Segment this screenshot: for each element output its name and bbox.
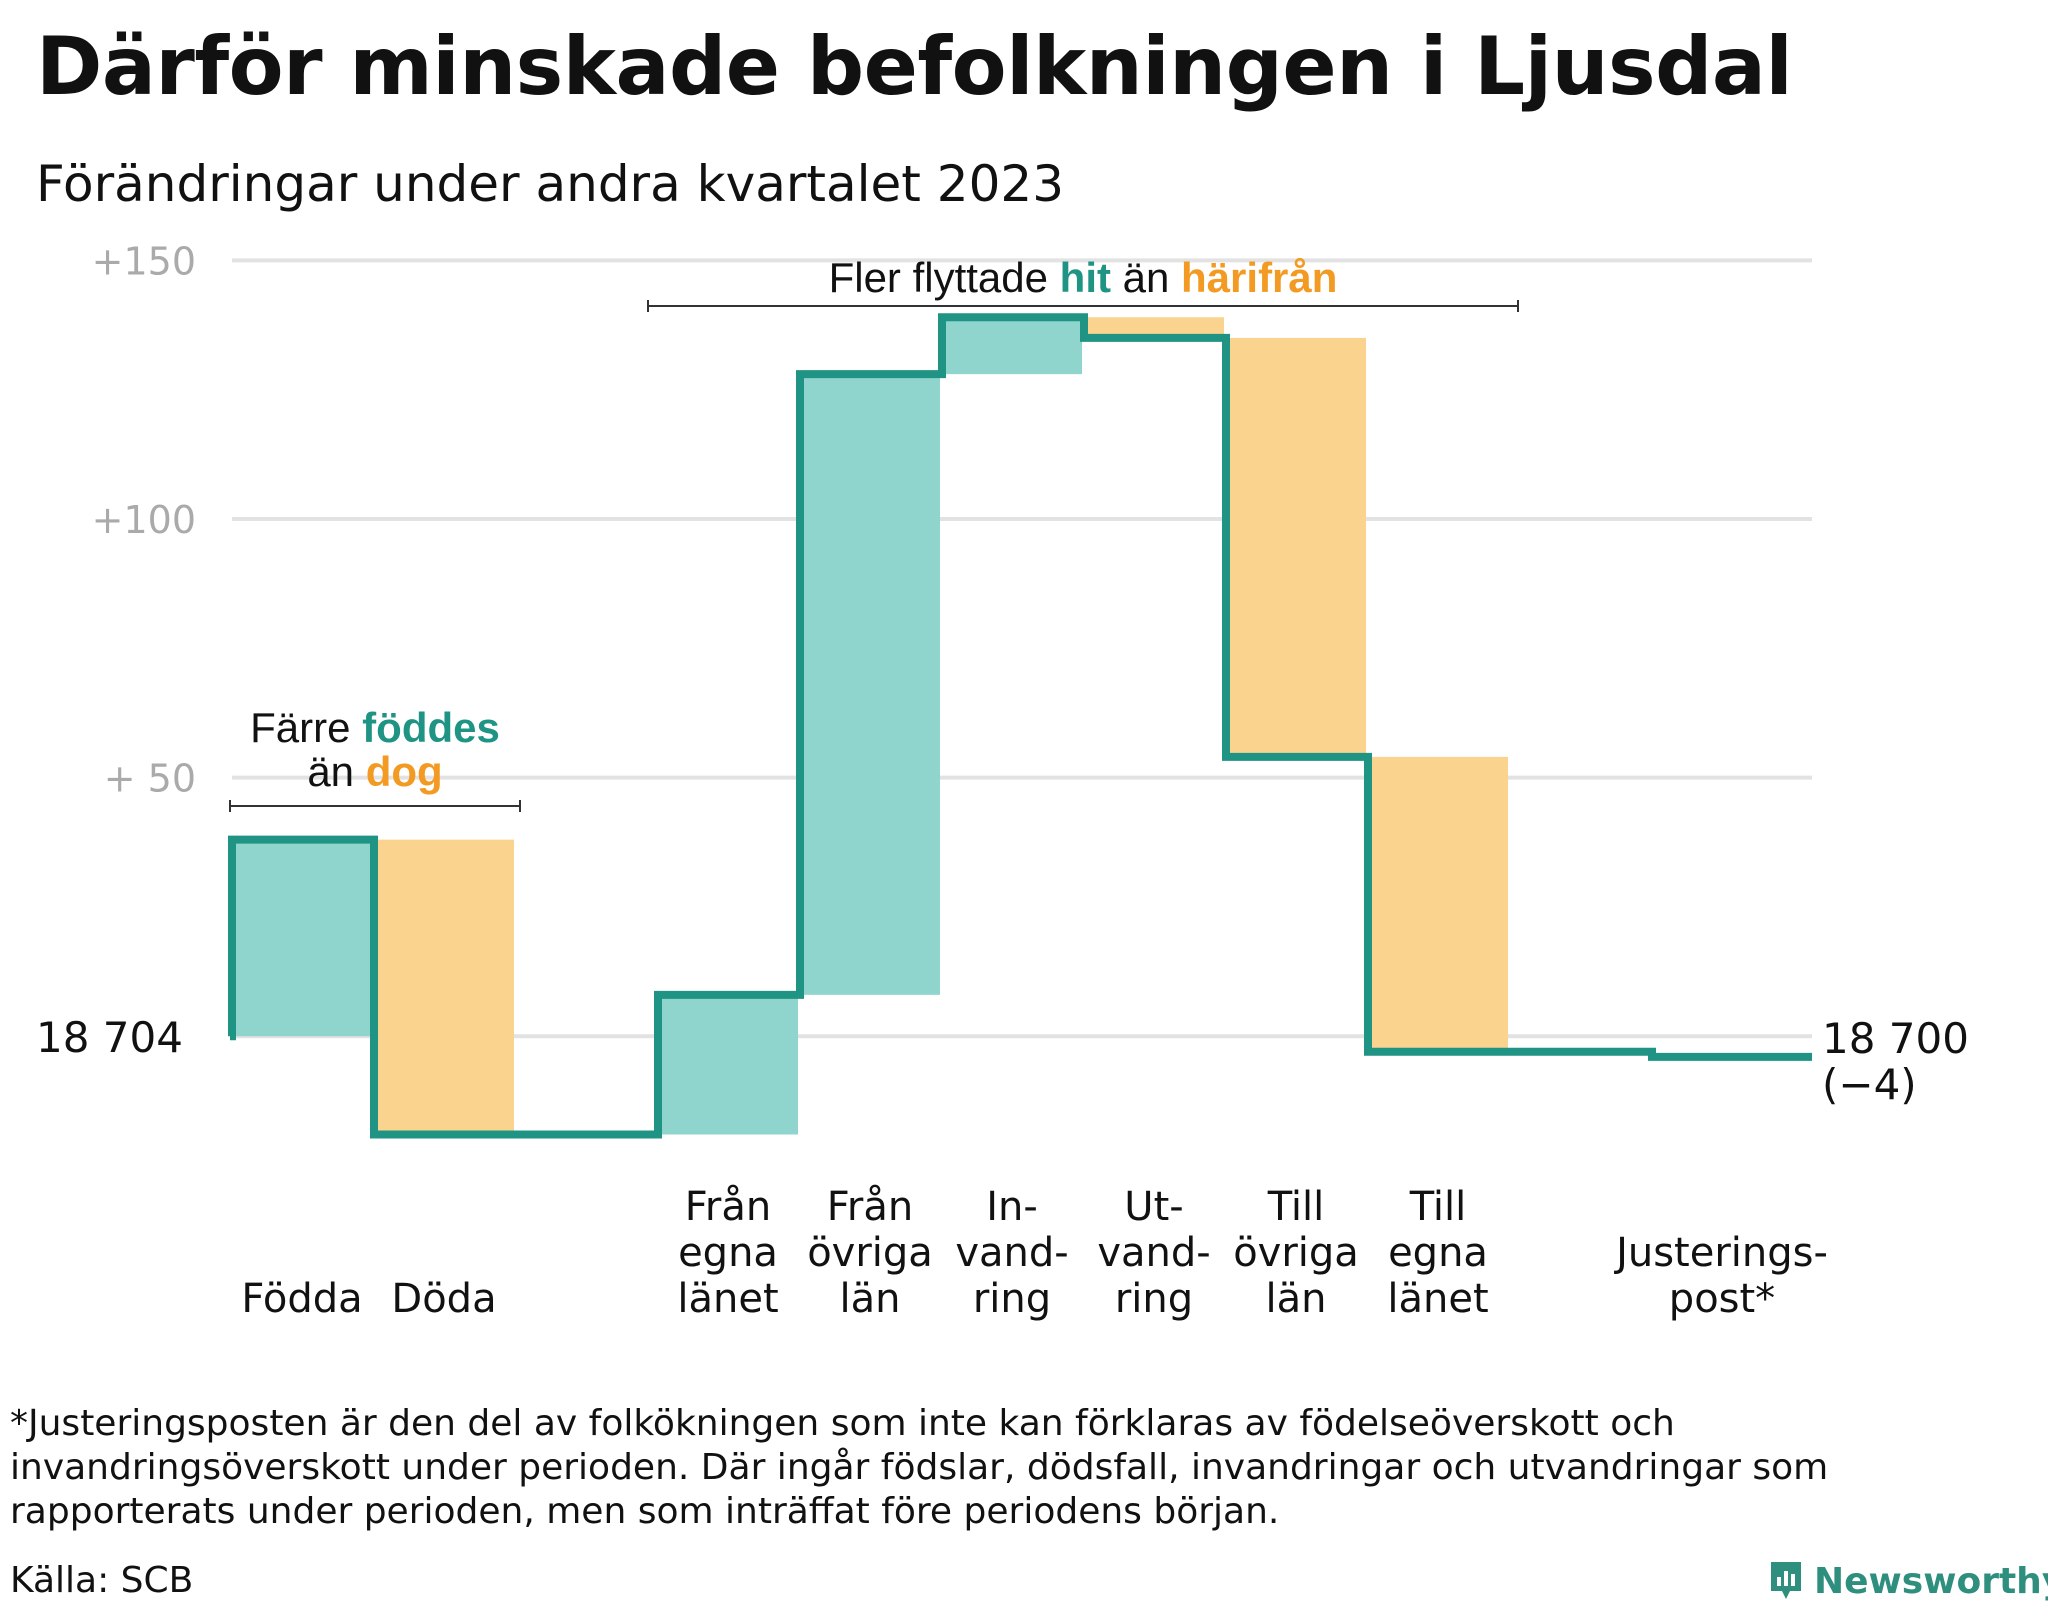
category-label: Från	[827, 1184, 913, 1230]
end-change-label: (−4)	[1822, 1060, 1917, 1109]
y-tick-label: +100	[92, 498, 196, 542]
annotation-segment: än	[1111, 254, 1181, 301]
category-label: Från	[685, 1184, 771, 1230]
category-label: Till	[1267, 1184, 1325, 1230]
category-label: vand-	[955, 1230, 1068, 1276]
annotation-segment: dog	[366, 748, 443, 795]
category-label: Till	[1409, 1184, 1467, 1230]
annotation-segment: härifrån	[1181, 254, 1337, 301]
annotation-migration: Fler flyttade hit än härifrån	[829, 254, 1338, 301]
category-label: övriga	[1233, 1230, 1359, 1276]
category-label: ring	[973, 1276, 1051, 1322]
waterfall-bar	[1084, 317, 1224, 338]
source-label: Källa: SCB	[10, 1560, 194, 1601]
annotation-segment: Fler flyttade	[829, 254, 1060, 301]
annotation-births-line2: än dog	[307, 748, 442, 795]
category-label: Ut-	[1124, 1184, 1183, 1230]
y-tick-label: +150	[92, 239, 196, 283]
brand-logo: Newsworthy	[1768, 1554, 2048, 1608]
end-value-label: 18 700	[1822, 1014, 1969, 1063]
waterfall-bar	[942, 317, 1082, 375]
newsworthy-icon	[1771, 1562, 1801, 1599]
annotation-segment: Färre	[250, 704, 362, 751]
waterfall-bar	[1226, 337, 1366, 757]
cumulative-step-line	[228, 313, 1812, 1139]
category-label: Döda	[391, 1276, 496, 1322]
brand-name: Newsworthy	[1814, 1560, 2048, 1602]
category-label: Födda	[241, 1276, 362, 1322]
category-label: In-	[986, 1184, 1038, 1230]
start-value-label: 18 704	[36, 1013, 183, 1062]
category-label: egna	[678, 1230, 778, 1276]
footnote: *Justeringsposten är den del av folkökni…	[10, 1403, 1829, 1532]
annotation-segment: än	[307, 748, 365, 795]
waterfall-bar	[232, 839, 372, 1037]
category-label: länet	[1387, 1276, 1488, 1322]
category-label: länet	[677, 1276, 778, 1322]
category-label: ring	[1115, 1276, 1193, 1322]
category-label: övriga	[807, 1230, 933, 1276]
waterfall-bar	[1368, 756, 1508, 1052]
category-label: egna	[1388, 1230, 1488, 1276]
annotation-segment: föddes	[362, 704, 500, 751]
category-label: län	[840, 1276, 901, 1322]
waterfall-bar	[374, 839, 514, 1135]
waterfall-bar	[658, 994, 798, 1135]
waterfall-bar	[800, 374, 940, 995]
y-tick-label: + 50	[104, 757, 196, 801]
annotation-segment: hit	[1060, 254, 1111, 301]
category-label: post*	[1669, 1276, 1775, 1322]
chart-title: Därför minskade befolkningen i Ljusdal	[36, 20, 1793, 113]
category-label: län	[1266, 1276, 1327, 1322]
chart-subtitle: Förändringar under andra kvartalet 2023	[36, 155, 1065, 213]
category-label: Justerings-	[1613, 1230, 1828, 1276]
annotation-births-line1: Färre föddes	[250, 704, 500, 751]
category-label: vand-	[1097, 1230, 1210, 1276]
